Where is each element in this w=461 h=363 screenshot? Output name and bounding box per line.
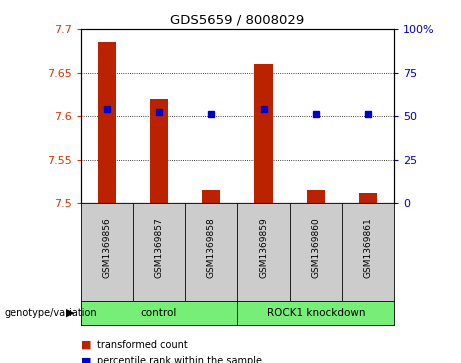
Text: control: control [141, 308, 177, 318]
Text: percentile rank within the sample: percentile rank within the sample [97, 356, 262, 363]
Bar [150, 99, 168, 203]
Text: ■: ■ [81, 356, 91, 363]
Text: ▶: ▶ [66, 308, 75, 318]
Bar [254, 64, 272, 203]
Bar [359, 193, 377, 203]
Title: GDS5659 / 8008029: GDS5659 / 8008029 [170, 13, 305, 26]
Text: GSM1369857: GSM1369857 [154, 217, 164, 278]
Text: genotype/variation: genotype/variation [5, 308, 97, 318]
Text: ■: ■ [81, 340, 91, 350]
Bar [202, 190, 220, 203]
Text: ROCK1 knockdown: ROCK1 knockdown [266, 308, 365, 318]
Text: GSM1369858: GSM1369858 [207, 217, 216, 278]
Text: GSM1369860: GSM1369860 [311, 217, 320, 278]
Text: transformed count: transformed count [97, 340, 188, 350]
Text: GSM1369861: GSM1369861 [364, 217, 372, 278]
Bar [98, 42, 116, 203]
Text: GSM1369859: GSM1369859 [259, 217, 268, 278]
Text: GSM1369856: GSM1369856 [102, 217, 111, 278]
Bar [307, 190, 325, 203]
